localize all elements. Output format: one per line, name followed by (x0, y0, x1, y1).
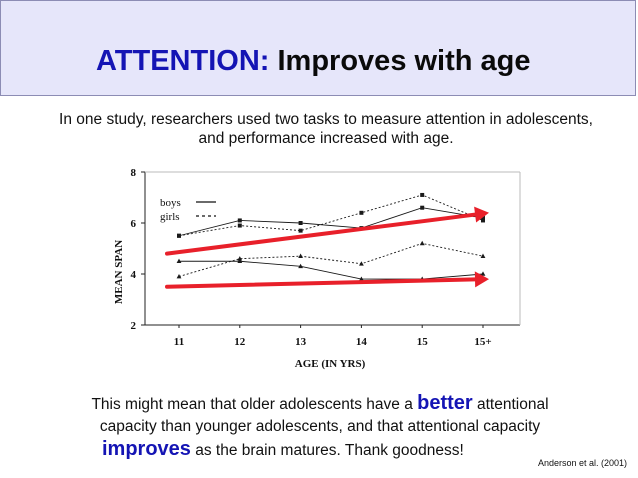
conclusion-part-1: This might mean that older adolescents h… (91, 396, 418, 413)
data-point-square (237, 223, 242, 228)
series-line-upper-boys (178, 207, 484, 237)
y-tick-label: 8 (131, 167, 137, 179)
trend-arrow-shaft (165, 277, 478, 289)
chart-legend: boys girls (160, 197, 216, 223)
data-point-square (177, 233, 181, 238)
legend-label-boys: boys (160, 197, 181, 209)
conclusion-part-3: as the brain matures. Thank goodness! (190, 442, 464, 459)
series-line-lower-boys (179, 260, 484, 280)
x-tick-label: 15 (417, 336, 429, 348)
data-point-triangle (359, 261, 364, 266)
data-point-triangle (480, 271, 486, 276)
data-point-triangle (237, 258, 243, 264)
data-point-triangle (176, 258, 182, 264)
data-point-triangle (298, 263, 303, 269)
conclusion-line-2: capacity than younger adolescents, and t… (99, 418, 541, 435)
emphasis-better: better (417, 392, 473, 414)
data-point-square (481, 218, 485, 223)
chart-series-layer (176, 192, 486, 281)
data-point-square (298, 228, 303, 233)
data-point-triangle (419, 240, 425, 246)
y-tick-label: 4 (131, 269, 137, 281)
data-point-square (481, 215, 485, 220)
data-point-triangle (237, 256, 243, 261)
conclusion-text: This might mean that older adolescents h… (40, 392, 600, 462)
trend-arrow-shaft (165, 212, 478, 256)
x-tick-label: 14 (356, 336, 368, 348)
title-accent: ATTENTION: (96, 45, 270, 77)
data-point-square (359, 210, 364, 215)
x-axis-label: AGE (IN YRS) (295, 358, 366, 370)
data-point-square (237, 218, 242, 223)
data-point-triangle (176, 273, 182, 279)
data-point-square (298, 221, 303, 225)
citation: Anderson et al. (2001) (538, 458, 628, 468)
conclusion-line-3: improves as the brain matures. Thank goo… (40, 438, 600, 462)
data-point-triangle (480, 253, 486, 258)
legend-label-girls: girls (160, 211, 180, 223)
series-line-lower-girls (178, 242, 484, 277)
trend-arrows (165, 206, 489, 289)
trend-arrow-head (474, 206, 489, 223)
data-point-square (420, 205, 425, 210)
emphasis-improves: improves (102, 438, 191, 460)
line-chart: 2 4 6 8 11 12 13 14 15 15+ boys girls MEAN SPAN AG… (113, 167, 521, 370)
x-tick-label: 12 (234, 336, 246, 348)
trend-arrow-head (474, 271, 489, 288)
data-point-square (420, 192, 425, 197)
y-axis-label: MEAN SPAN (113, 240, 125, 304)
x-tick-label: 15+ (474, 336, 491, 348)
title-box: ATTENTION: Improves with age (0, 0, 636, 96)
conclusion-line-1: This might mean that older adolescents h… (40, 392, 600, 416)
x-tick-label: 13 (295, 336, 307, 348)
y-tick-label: 6 (131, 218, 137, 230)
data-point-triangle (298, 253, 303, 258)
x-tick-label: 11 (174, 336, 184, 348)
series-line-upper-girls (178, 194, 484, 237)
y-tick-label: 2 (131, 320, 137, 332)
conclusion-part-2: attentional (472, 396, 549, 413)
slide-title: ATTENTION: Improves with age (96, 45, 531, 78)
intro-text: In one study, researchers used two tasks… (59, 111, 593, 147)
data-point-triangle (359, 276, 364, 281)
chart-axes: 2 4 6 8 11 12 13 14 15 15+ (131, 167, 521, 348)
title-rest: Improves with age (277, 45, 531, 77)
